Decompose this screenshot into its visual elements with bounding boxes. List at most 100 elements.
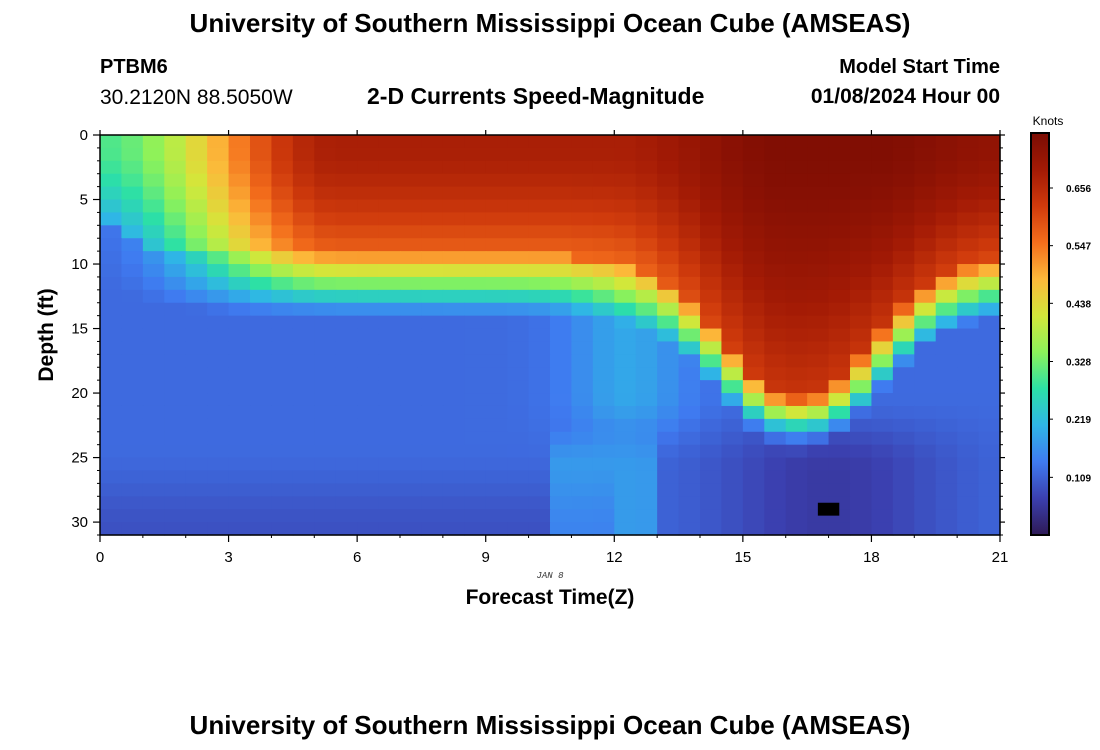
heatmap-cell (850, 483, 873, 497)
heatmap-cell (250, 496, 273, 510)
heatmap-cell (207, 418, 230, 433)
heatmap-cell (271, 173, 294, 188)
heatmap-cell (100, 135, 123, 149)
heatmap-cell (507, 225, 530, 239)
heatmap-cell (935, 186, 958, 201)
heatmap-cell (871, 431, 894, 446)
heatmap-cell (400, 393, 423, 407)
heatmap-cell (228, 186, 251, 201)
heatmap-cell (485, 367, 508, 381)
heatmap-cell (185, 199, 208, 214)
heatmap-cell (100, 354, 123, 368)
heatmap-cell (807, 444, 830, 459)
heatmap-cell (185, 522, 208, 536)
heatmap-cell (335, 289, 358, 304)
heatmap-cell (935, 199, 958, 214)
heatmap-cell (914, 276, 937, 291)
heatmap-cell (571, 393, 594, 407)
heatmap-cell (292, 147, 315, 162)
heatmap-cell (528, 483, 551, 497)
heatmap-cell (614, 251, 637, 265)
heatmap-cell (914, 405, 937, 420)
heatmap-cell (250, 315, 273, 330)
heatmap-cell (335, 522, 358, 536)
heatmap-cell (485, 431, 508, 446)
heatmap-cell (292, 367, 315, 381)
heatmap-cell (657, 431, 680, 446)
heatmap-cell (528, 225, 551, 239)
heatmap-cell (421, 160, 444, 175)
heatmap-cell (807, 315, 830, 330)
heatmap-cell (700, 225, 723, 239)
colorbar-tick-label: 0.109 (1066, 473, 1091, 484)
heatmap-cell (442, 238, 465, 252)
heatmap-cell (785, 328, 808, 343)
heatmap-cell (807, 380, 830, 394)
heatmap-cell (571, 457, 594, 472)
heatmap-cell (228, 431, 251, 446)
heatmap-cell (742, 367, 765, 381)
heatmap-cell (100, 225, 123, 239)
heatmap-cell (978, 431, 1001, 446)
heatmap-cell (721, 186, 744, 201)
colorbar: 0.109 0.219 0.328 0.438 0.547 0.656 (1030, 132, 1091, 536)
heatmap-cell (228, 328, 251, 343)
heatmap-cell (785, 509, 808, 523)
heatmap-cell (871, 302, 894, 317)
heatmap-cell (250, 289, 273, 304)
y-tick-label: 20 (71, 385, 88, 402)
heatmap-cell (657, 264, 680, 278)
colorbar-tick-label: 0.219 (1066, 415, 1091, 426)
heatmap-cell (785, 367, 808, 381)
heatmap-cell (357, 225, 380, 239)
heatmap-cell (378, 135, 401, 149)
heatmap-cell (100, 212, 123, 226)
heatmap-cell (442, 276, 465, 291)
heatmap-cell (142, 276, 165, 291)
heatmap-cell (721, 418, 744, 433)
heatmap-cell (292, 212, 315, 226)
heatmap-cell (807, 238, 830, 252)
heatmap-cell (957, 251, 980, 265)
heatmap-cell (507, 302, 530, 317)
heatmap-cell (185, 457, 208, 472)
heatmap-cell (164, 147, 187, 162)
heatmap-cell (185, 238, 208, 252)
heatmap-cell (378, 186, 401, 201)
heatmap-cell (507, 328, 530, 343)
heatmap-cell (357, 470, 380, 484)
heatmap-cell (657, 341, 680, 355)
heatmap-cell (464, 238, 487, 252)
heatmap-cell (914, 418, 937, 433)
heatmap-cell (185, 186, 208, 201)
heatmap-cell (550, 418, 573, 433)
heatmap-cell (357, 212, 380, 226)
heatmap-cell (142, 160, 165, 175)
heatmap-cell (507, 418, 530, 433)
heatmap-cell (914, 444, 937, 459)
heatmap-cell (742, 302, 765, 317)
heatmap-cell (700, 199, 723, 214)
heatmap-cell (100, 276, 123, 291)
heatmap-cell (550, 431, 573, 446)
heatmap-cell (314, 354, 337, 368)
heatmap-cell (164, 238, 187, 252)
heatmap-cell (892, 315, 915, 330)
heatmap-cell (935, 470, 958, 484)
heatmap-cell (957, 212, 980, 226)
heatmap-cell (742, 289, 765, 304)
heatmap-cell (635, 470, 658, 484)
heatmap-cell (164, 380, 187, 394)
heatmap-cell (292, 341, 315, 355)
heatmap-cell (400, 186, 423, 201)
heatmap-cell (678, 302, 701, 317)
heatmap-cell (614, 354, 637, 368)
heatmap-cell (357, 496, 380, 510)
heatmap-cell (635, 225, 658, 239)
heatmap-cell (507, 147, 530, 162)
heatmap-cell (507, 444, 530, 459)
heatmap-cell (657, 199, 680, 214)
heatmap-cell (935, 418, 958, 433)
heatmap-cell (442, 173, 465, 188)
heatmap-cell (207, 276, 230, 291)
